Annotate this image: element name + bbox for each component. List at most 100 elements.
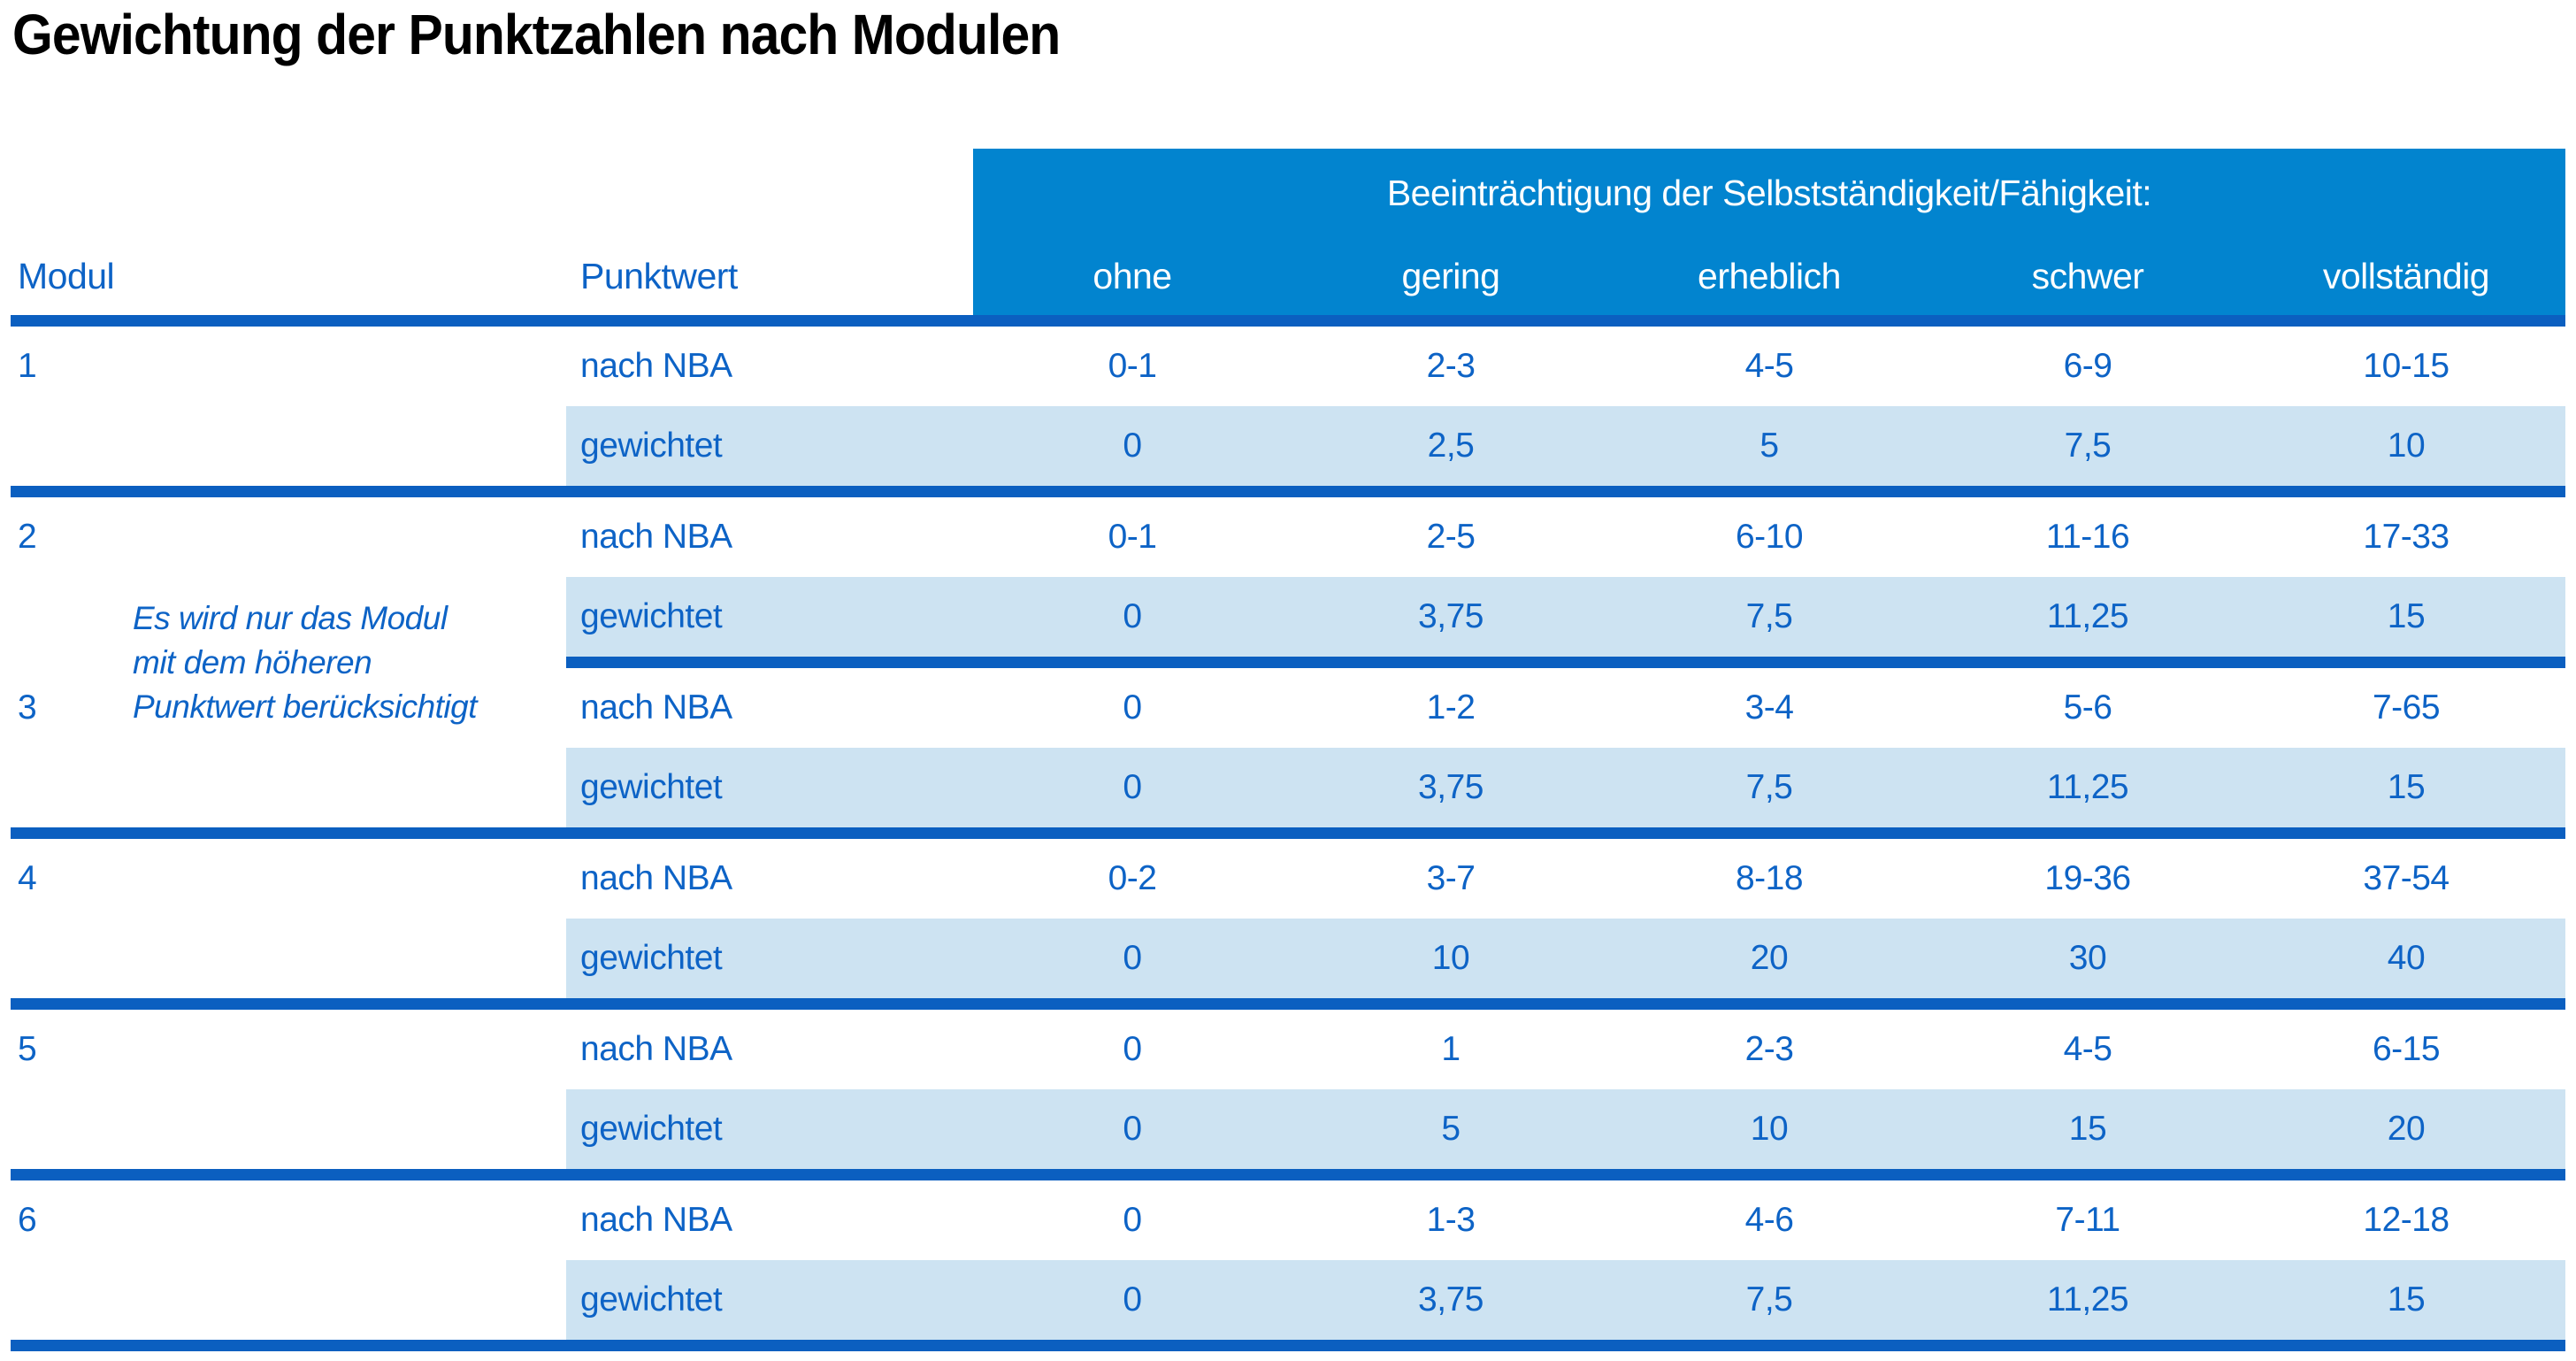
row-label-nba: nach NBA xyxy=(580,1030,732,1068)
cell-value: 0 xyxy=(973,919,1292,998)
weighting-table: Beeinträchtigung der Selbstständigkeit/F… xyxy=(11,149,2565,1351)
cell-value: 6-15 xyxy=(2372,1030,2441,1068)
cell-value: 10 xyxy=(1610,1089,1928,1169)
table-header: Beeinträchtigung der Selbstständigkeit/F… xyxy=(11,149,2565,315)
column-header-gering: gering xyxy=(1401,255,1500,296)
cell-value: 7,5 xyxy=(1610,577,1928,657)
cell-value: 11-16 xyxy=(2045,518,2130,556)
cell-value: 4-6 xyxy=(1744,1201,1794,1239)
table-row-module2-weighted: gewichtet 0 3,75 7,5 11,25 15 xyxy=(11,577,2565,657)
cell-value: 0 xyxy=(973,406,1292,486)
row-label-nba: nach NBA xyxy=(580,688,732,727)
module-number-empty xyxy=(11,748,566,827)
impairment-header-title: Beeinträchtigung der Selbstständigkeit/F… xyxy=(1386,172,2152,213)
cell-value: 2-3 xyxy=(1744,1030,1794,1068)
table-row-module4-nba: 4 nach NBA 0-2 3-7 8-18 19-36 37-54 xyxy=(11,839,2565,919)
table-row-module6-nba: 6 nach NBA 0 1-3 4-6 7-11 12-18 xyxy=(11,1180,2565,1260)
separator-rule xyxy=(11,1169,2565,1180)
cell-value: 0 xyxy=(1123,688,1142,727)
cell-value: 5 xyxy=(1610,406,1928,486)
cell-value: 7,5 xyxy=(1610,748,1928,827)
module-group-6: 6 nach NBA 0 1-3 4-6 7-11 12-18 gewichte… xyxy=(11,1180,2565,1351)
separator-rule xyxy=(11,315,2565,327)
table-row-module1-nba: 1 nach NBA 0-1 2-3 4-5 6-9 10-15 xyxy=(11,327,2565,406)
module-number-empty xyxy=(11,1260,566,1340)
cell-value: 3-7 xyxy=(1426,859,1476,897)
cell-value: 2-3 xyxy=(1426,347,1476,385)
cell-value: 0 xyxy=(1123,1030,1142,1068)
cell-value: 17-33 xyxy=(2363,518,2450,556)
cell-value: 19-36 xyxy=(2044,859,2131,897)
table-row-module5-weighted: gewichtet 0 5 10 15 20 xyxy=(11,1089,2565,1169)
module-number: 4 xyxy=(18,859,37,897)
cell-value: 2,5 xyxy=(1292,406,1610,486)
column-header-erheblich: erheblich xyxy=(1698,255,1841,296)
cell-value: 3,75 xyxy=(1292,577,1610,657)
separator-rule xyxy=(11,827,2565,839)
module-number: 3 xyxy=(18,688,37,727)
separator-rule xyxy=(11,998,2565,1010)
column-header-punktwert: Punktwert xyxy=(580,255,738,296)
note-line: Punktwert berücksichtigt xyxy=(133,688,478,725)
cell-value: 7-65 xyxy=(2372,688,2441,727)
impairment-header-block: Beeinträchtigung der Selbstständigkeit/F… xyxy=(973,149,2565,315)
left-column-headers: Modul Punktwert xyxy=(11,237,973,315)
separator-rule xyxy=(11,486,2565,497)
row-label-weighted: gewichtet xyxy=(566,919,973,998)
cell-value: 7,5 xyxy=(1928,406,2247,486)
cell-value: 7,5 xyxy=(1610,1260,1928,1340)
module-number-empty xyxy=(11,1089,566,1169)
page-title: Gewichtung der Punktzahlen nach Modulen xyxy=(12,3,1061,66)
column-header-vollstaendig: vollständig xyxy=(2322,255,2490,296)
cell-value: 10 xyxy=(2247,406,2565,486)
cell-value: 37-54 xyxy=(2363,859,2450,897)
table-row-module1-weighted: gewichtet 0 2,5 5 7,5 10 xyxy=(11,406,2565,486)
cell-value: 15 xyxy=(2247,1260,2565,1340)
module-group-4: 4 nach NBA 0-2 3-7 8-18 19-36 37-54 gewi… xyxy=(11,839,2565,1010)
separator-rule xyxy=(11,1340,2565,1351)
column-header-schwer: schwer xyxy=(2031,255,2144,296)
cell-value: 0 xyxy=(973,577,1292,657)
modules-2-3-note: Es wird nur das Modul mit dem höheren Pu… xyxy=(133,596,593,729)
cell-value: 4-5 xyxy=(1744,347,1794,385)
row-label-nba: nach NBA xyxy=(580,347,732,385)
table-row-module2-nba: 2 nach NBA 0-1 2-5 6-10 11-16 17-33 xyxy=(11,497,2565,577)
cell-value: 5 xyxy=(1292,1089,1610,1169)
cell-value: 11,25 xyxy=(1928,1260,2247,1340)
row-label-weighted: gewichtet xyxy=(566,577,973,657)
module-number: 1 xyxy=(18,347,37,385)
cell-value: 3,75 xyxy=(1292,748,1610,827)
module-number-empty xyxy=(11,406,566,486)
table-row-module6-weighted: gewichtet 0 3,75 7,5 11,25 15 xyxy=(11,1260,2565,1340)
row-label-weighted: gewichtet xyxy=(566,748,973,827)
cell-value: 40 xyxy=(2247,919,2565,998)
module-number: 6 xyxy=(18,1201,37,1239)
cell-value: 11,25 xyxy=(1928,577,2247,657)
cell-value: 0-1 xyxy=(1108,518,1157,556)
module-number: 2 xyxy=(18,518,37,556)
table-row-module3-weighted: gewichtet 0 3,75 7,5 11,25 15 xyxy=(11,748,2565,827)
cell-value: 7-11 xyxy=(2055,1201,2120,1239)
cell-value: 0 xyxy=(973,1260,1292,1340)
cell-value: 15 xyxy=(2247,577,2565,657)
cell-value: 1-3 xyxy=(1426,1201,1476,1239)
cell-value: 2-5 xyxy=(1426,518,1476,556)
cell-value: 8-18 xyxy=(1735,859,1804,897)
module-number-empty xyxy=(11,919,566,998)
module-number: 5 xyxy=(18,1030,37,1068)
note-line: Es wird nur das Modul xyxy=(133,600,448,636)
cell-value: 0-1 xyxy=(1108,347,1157,385)
table-row-module4-weighted: gewichtet 0 10 20 30 40 xyxy=(11,919,2565,998)
row-label-nba: nach NBA xyxy=(580,859,732,897)
row-label-weighted: gewichtet xyxy=(566,1260,973,1340)
cell-value: 0 xyxy=(973,1089,1292,1169)
cell-value: 30 xyxy=(1928,919,2247,998)
row-label-weighted: gewichtet xyxy=(566,406,973,486)
note-line: mit dem höheren xyxy=(133,644,372,680)
cell-value: 1-2 xyxy=(1426,688,1476,727)
severity-header-row: ohne gering erheblich schwer vollständig xyxy=(973,237,2565,315)
cell-value: 3,75 xyxy=(1292,1260,1610,1340)
cell-value: 3-4 xyxy=(1744,688,1794,727)
cell-value: 5-6 xyxy=(2063,688,2112,727)
cell-value: 0-2 xyxy=(1108,859,1157,897)
